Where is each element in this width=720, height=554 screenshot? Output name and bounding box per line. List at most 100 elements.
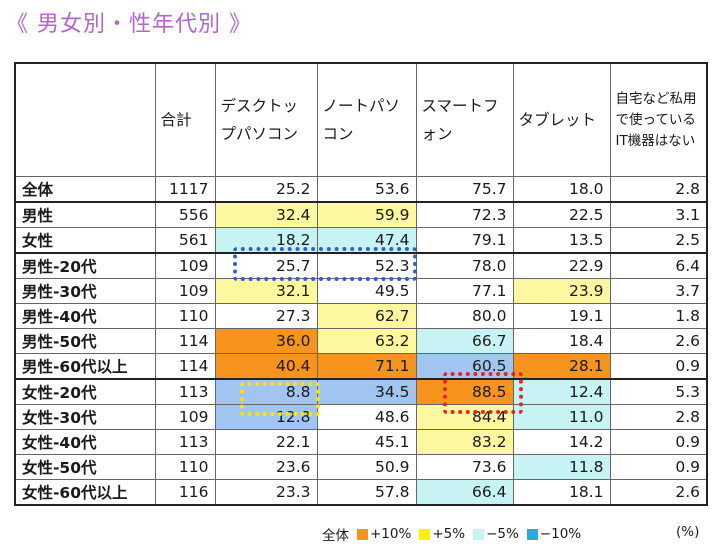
row-label: 男性-50代 xyxy=(14,328,156,354)
value-cell: 66.7 xyxy=(415,328,514,354)
value-cell: 25.7 xyxy=(214,252,318,279)
value-cell: 63.2 xyxy=(316,328,417,354)
table-row: 男性-60代以上 114 40.4 71.1 60.5 28.1 0.9 xyxy=(14,353,708,380)
row-total: 113 xyxy=(154,378,216,405)
legend-label: +10% xyxy=(370,526,412,542)
value-cell: 19.1 xyxy=(512,303,611,329)
table-row: 男性-20代 109 25.7 52.3 78.0 22.9 6.4 xyxy=(14,252,708,279)
table-row: 女性-40代 113 22.1 45.1 83.2 14.2 0.9 xyxy=(14,429,708,455)
row-total: 1117 xyxy=(154,176,216,203)
value-cell: 0.9 xyxy=(609,353,708,380)
row-label: 男性-60代以上 xyxy=(14,353,156,380)
legend-items: +10% +5% −5% −10% xyxy=(349,526,581,542)
value-cell: 5.3 xyxy=(609,378,708,405)
value-cell: 28.1 xyxy=(512,353,611,380)
row-label: 女性-30代 xyxy=(14,404,156,430)
value-cell: 1.8 xyxy=(609,303,708,329)
table-row: 男性-40代 110 27.3 62.7 80.0 19.1 1.8 xyxy=(14,303,708,329)
table-row: 全体 1117 25.2 53.6 75.7 18.0 2.8 xyxy=(14,176,708,203)
row-total: 109 xyxy=(154,404,216,430)
column-header: スマートフォン xyxy=(415,62,514,177)
legend-label: −5% xyxy=(486,526,519,542)
column-header: タブレット xyxy=(512,62,611,177)
value-cell: 0.9 xyxy=(609,429,708,455)
table-row: 女性-60代以上 116 23.3 57.8 66.4 18.1 2.6 xyxy=(14,479,708,506)
value-cell: 83.2 xyxy=(415,429,514,455)
value-cell: 84.4 xyxy=(415,404,514,430)
table-row: 女性-50代 110 23.6 50.9 73.6 11.8 0.9 xyxy=(14,454,708,480)
value-cell: 23.3 xyxy=(214,479,318,506)
table-row: 女性-30代 109 12.8 48.6 84.4 11.0 2.8 xyxy=(14,404,708,430)
value-cell: 48.6 xyxy=(316,404,417,430)
row-label: 女性 xyxy=(14,227,156,254)
value-cell: 53.6 xyxy=(316,176,417,203)
value-cell: 66.4 xyxy=(415,479,514,506)
value-cell: 2.6 xyxy=(609,479,708,506)
value-cell: 18.0 xyxy=(512,176,611,203)
value-cell: 22.1 xyxy=(214,429,318,455)
value-cell: 77.1 xyxy=(415,278,514,304)
value-cell: 3.1 xyxy=(609,201,708,228)
value-cell: 72.3 xyxy=(415,201,514,228)
value-cell: 18.1 xyxy=(512,479,611,506)
row-label: 男性-40代 xyxy=(14,303,156,329)
value-cell: 2.6 xyxy=(609,328,708,354)
table-row: 女性-20代 113 8.8 34.5 88.5 12.4 5.3 xyxy=(14,378,708,405)
row-total: 109 xyxy=(154,252,216,279)
row-label: 全体 xyxy=(14,176,156,203)
row-total: 116 xyxy=(154,479,216,506)
row-total: 110 xyxy=(154,454,216,480)
column-header: ノートパソコン xyxy=(316,62,417,177)
value-cell: 0.9 xyxy=(609,454,708,480)
legend-swatch xyxy=(419,528,431,540)
value-cell: 73.6 xyxy=(415,454,514,480)
row-label: 男性-30代 xyxy=(14,278,156,304)
value-cell: 45.1 xyxy=(316,429,417,455)
value-cell: 2.5 xyxy=(609,227,708,254)
value-cell: 78.0 xyxy=(415,252,514,279)
value-cell: 32.1 xyxy=(214,278,318,304)
legend-swatch xyxy=(357,528,368,540)
data-table: 合計 デスクトップパソコン ノートパソコン スマートフォン タブレット 自宅など私用で使っ… xyxy=(14,62,708,506)
row-total: 561 xyxy=(154,227,216,254)
value-cell: 18.4 xyxy=(512,328,611,354)
value-cell: 49.5 xyxy=(316,278,417,304)
row-label: 女性-20代 xyxy=(14,378,156,405)
row-total: 113 xyxy=(154,429,216,455)
value-cell: 2.8 xyxy=(609,404,708,430)
table-row: 女性 561 18.2 47.4 79.1 13.5 2.5 xyxy=(14,227,708,254)
row-total: 109 xyxy=(154,278,216,304)
table-row: 男性 556 32.4 59.9 72.3 22.5 3.1 xyxy=(14,201,708,228)
value-cell: 22.5 xyxy=(512,201,611,228)
legend: 全体 +10% +5% −5% −10% xyxy=(322,524,581,544)
value-cell: 22.9 xyxy=(512,252,611,279)
value-cell: 59.9 xyxy=(316,201,417,228)
value-cell: 27.3 xyxy=(214,303,318,329)
row-label: 女性-60代以上 xyxy=(14,479,156,506)
row-total: 110 xyxy=(154,303,216,329)
page-title: 《 男女別・性年代別 》 xyxy=(6,12,252,37)
value-cell: 60.5 xyxy=(415,353,514,380)
value-cell: 18.2 xyxy=(214,227,318,254)
value-cell: 36.0 xyxy=(214,328,318,354)
legend-label: −10% xyxy=(539,526,582,542)
value-cell: 71.1 xyxy=(316,353,417,380)
value-cell: 12.8 xyxy=(214,404,318,430)
row-label: 女性-50代 xyxy=(14,454,156,480)
value-cell: 6.4 xyxy=(609,252,708,279)
value-cell: 8.8 xyxy=(214,378,318,405)
header-row: 合計 デスクトップパソコン ノートパソコン スマートフォン タブレット 自宅など私用で使っ… xyxy=(14,62,708,177)
value-cell: 50.9 xyxy=(316,454,417,480)
column-header xyxy=(14,62,156,177)
table-row: 男性-50代 114 36.0 63.2 66.7 18.4 2.6 xyxy=(14,328,708,354)
value-cell: 88.5 xyxy=(415,378,514,405)
legend-label: +5% xyxy=(432,526,466,542)
value-cell: 40.4 xyxy=(214,353,318,380)
row-label: 女性-40代 xyxy=(14,429,156,455)
row-total: 556 xyxy=(154,201,216,228)
unit-label: (%) xyxy=(676,524,700,540)
legend-swatch xyxy=(473,528,485,540)
value-cell: 47.4 xyxy=(316,227,417,254)
column-header: 合計 xyxy=(154,62,216,177)
value-cell: 12.4 xyxy=(512,378,611,405)
